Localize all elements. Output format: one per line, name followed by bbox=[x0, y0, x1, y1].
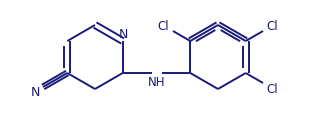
Text: N: N bbox=[119, 28, 128, 41]
Text: N: N bbox=[31, 85, 40, 98]
Text: Cl: Cl bbox=[267, 20, 279, 33]
Text: Cl: Cl bbox=[267, 82, 279, 95]
Text: NH: NH bbox=[148, 76, 165, 89]
Text: Cl: Cl bbox=[158, 20, 169, 33]
